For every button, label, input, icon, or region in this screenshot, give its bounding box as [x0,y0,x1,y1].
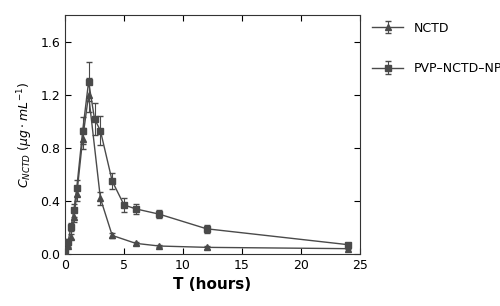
Y-axis label: $C_{NCTD}$ ($\mu g \cdot mL^{-1}$): $C_{NCTD}$ ($\mu g \cdot mL^{-1}$) [15,81,34,188]
Legend: NCTD, PVP–NCTD–NP: NCTD, PVP–NCTD–NP [372,21,500,75]
X-axis label: T (hours): T (hours) [174,278,252,293]
